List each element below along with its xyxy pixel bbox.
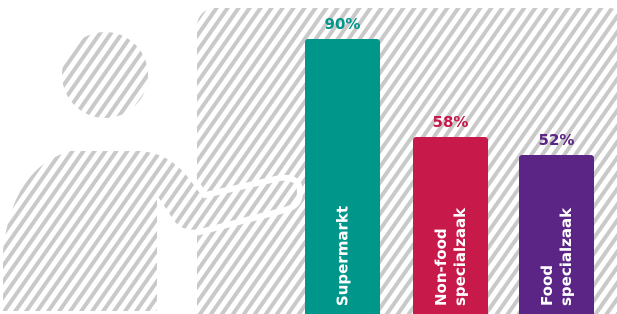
category-label: Non-food specialzaak [432,176,470,306]
bar: Non-food specialzaak [413,137,488,314]
bar: Supermarkt [305,39,380,314]
bar: Food specialzaak [519,155,594,314]
category-label: Food specialzaak [538,176,576,306]
value-label: 52% [519,131,594,149]
category-label: Supermarkt [333,206,352,306]
value-label: 90% [305,15,380,33]
value-label: 58% [413,113,488,131]
chart: Supermarkt 90% Non-food specialzaak 58% Food… [0,0,617,314]
